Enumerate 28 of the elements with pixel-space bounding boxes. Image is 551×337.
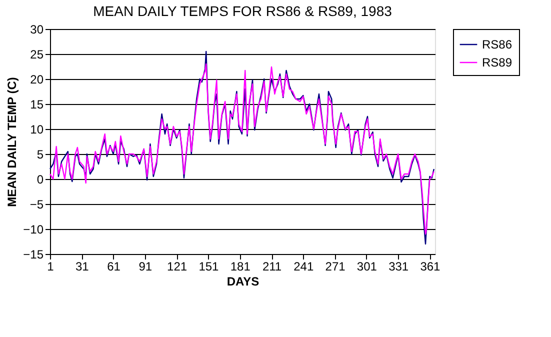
y-tick-label: 30: [30, 22, 44, 36]
y-tick-label: −5: [30, 198, 44, 212]
y-tick-label: 25: [30, 48, 44, 62]
y-tick-label: 20: [30, 72, 44, 86]
x-tick-label: 181: [230, 260, 251, 274]
x-tick-label: 361: [420, 260, 441, 274]
x-tick-label: 331: [388, 260, 409, 274]
x-axis-title: DAYS: [226, 274, 260, 288]
x-tick-label: 91: [138, 260, 152, 274]
legend-label: RS86: [482, 38, 512, 52]
chart-title: MEAN DAILY TEMPS FOR RS86 & RS89, 1983: [93, 3, 392, 19]
x-tick-label: 271: [325, 260, 346, 274]
x-tick-label: 31: [75, 260, 90, 274]
x-tick-label: 121: [167, 260, 188, 274]
x-tick-label: 151: [198, 260, 220, 274]
legend-label: RS89: [482, 56, 512, 70]
y-axis-title: MEAN DAILY TEMP (C): [5, 77, 20, 207]
y-tick-label: 15: [30, 98, 44, 112]
x-tick-label: 1: [47, 260, 54, 274]
x-tick-label: 211: [262, 260, 282, 274]
y-tick-label: −15: [23, 248, 44, 262]
x-tick-label: 241: [294, 260, 314, 274]
x-tick-label: 301: [356, 260, 378, 274]
y-tick-label: 0: [36, 172, 44, 186]
y-tick-label: 5: [36, 148, 44, 162]
y-tick-label: 10: [30, 122, 44, 136]
y-tick-label: −10: [23, 222, 44, 236]
x-tick-label: 61: [107, 260, 121, 274]
